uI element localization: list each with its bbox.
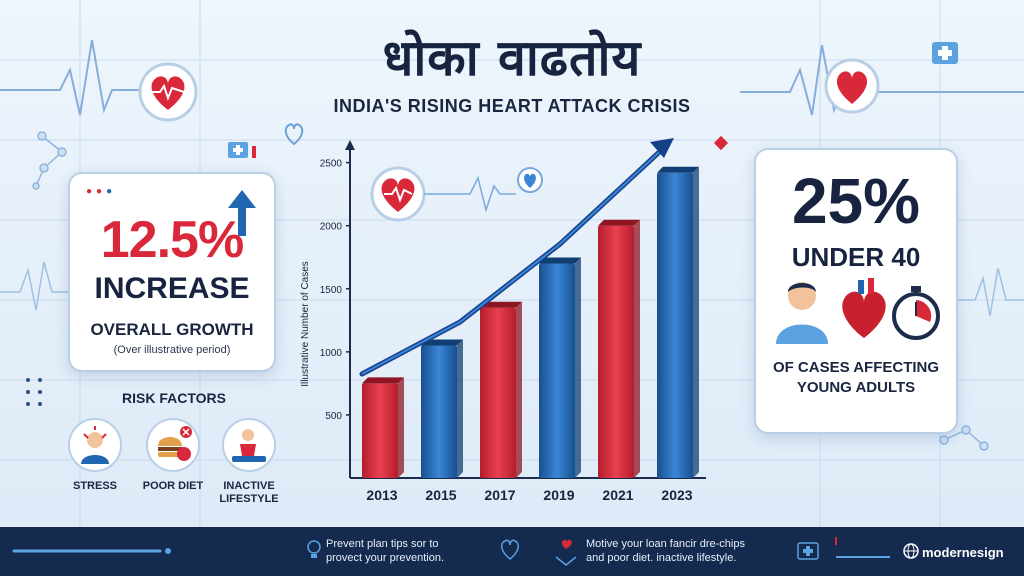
trend-arrow-head [650, 138, 674, 158]
bar-side [575, 257, 581, 478]
young-man-icon [776, 282, 828, 344]
bar [539, 263, 575, 478]
hands-heart-icon [555, 539, 577, 566]
headline-marathi: धोका वाढतोय [382, 29, 642, 87]
bar [480, 307, 516, 478]
x-tick-label: 2021 [602, 487, 633, 503]
growth-headline: INCREASE [94, 272, 250, 305]
footer-tip-1: Prevent plan tips sor to provect your pr… [326, 537, 444, 565]
young-adults-label-line2: YOUNG ADULTS [796, 379, 916, 396]
bar-top [421, 339, 463, 346]
burger-apple-icon [146, 418, 200, 472]
growth-stat-card: ●●● 12.5% INCREASE OVERALL GROWTH (Over … [68, 172, 276, 372]
y-axis-label: Illustrative Number of Cases [300, 261, 311, 387]
ecg-line-chart [424, 175, 516, 213]
x-tick-label: 2017 [484, 487, 515, 503]
bar-top [657, 166, 699, 173]
risk-label: POOR DIET [142, 480, 204, 492]
heart-pulse-icon [500, 539, 520, 560]
growth-label: OVERALL GROWTH [90, 320, 254, 339]
footer-tip-2-line1: Motive your loan fancir dre-chips [586, 538, 745, 550]
footer-tip-1-line1: Prevent plan tips sor to [326, 538, 439, 550]
bar-side [634, 219, 640, 478]
small-heart-icon [524, 173, 536, 188]
bar-top [539, 257, 581, 264]
young-adults-label-line1: OF CASES AFFECTING [772, 359, 940, 376]
y-tick-label: 1500 [320, 285, 343, 296]
young-adults-percent: 25% [791, 165, 921, 237]
bar-side [398, 377, 404, 478]
y-tick-label: 1000 [320, 348, 343, 359]
bar [657, 172, 693, 478]
young-adults-label: OF CASES AFFECTING YOUNG ADULTS [756, 358, 956, 398]
young-adults-icons [776, 278, 940, 344]
inactive-person-icon [222, 418, 276, 472]
risk-label: INACTIVE LIFESTYLE [219, 480, 279, 505]
x-tick-label: 2023 [661, 487, 692, 503]
risk-item-diet: POOR DIET [132, 418, 214, 493]
bar-chart: 500 1000 1500 2000 2500 Illustrative Number o… [300, 138, 706, 503]
brand-name: modernesign [922, 545, 1004, 560]
footer-bar: Prevent plan tips sor to provect your pr… [0, 527, 1024, 576]
y-tick-label: 2000 [320, 222, 343, 233]
young-adults-stat-card: 25% UNDER 40 OF CASES AFFECTING YOUNG AD… [754, 148, 958, 434]
x-tick-label: 2019 [543, 487, 574, 503]
bar [421, 345, 457, 478]
risk-label: STRESS [72, 480, 117, 492]
bar-side [457, 339, 463, 478]
bar [598, 225, 634, 478]
stopwatch-icon [892, 286, 940, 340]
up-arrow-icon [228, 190, 256, 236]
under-40-label: UNDER 40 [791, 242, 921, 272]
risk-item-inactive: INACTIVE LIFESTYLE [208, 418, 290, 506]
footer-decoration [12, 537, 919, 566]
bar [362, 383, 398, 478]
medical-kit-icon-footer [797, 542, 819, 560]
footer-tip-1-line2: provect your prevention. [326, 552, 445, 564]
bar-top [480, 301, 522, 308]
y-tick-label: 500 [325, 411, 342, 422]
growth-note: (Over illustrative period) [113, 344, 231, 356]
page-subtitle: INDIA'S RISING HEART ATTACK CRISIS [333, 96, 691, 116]
heart-pulse-line [384, 185, 413, 203]
x-tick-label: 2015 [425, 487, 456, 503]
risk-item-stress: STRESS [54, 418, 136, 493]
globe-icon [903, 543, 919, 559]
bar-top [598, 219, 640, 226]
footer-tip-2-line2: and poor diet. inactive lifestyle. [586, 552, 737, 564]
bar-side [693, 166, 699, 478]
bar-top [362, 377, 404, 384]
y-tick-label: 2500 [320, 159, 343, 170]
card-dots: ●●● [86, 186, 117, 197]
stress-person-icon [68, 418, 122, 472]
trend-arrow-highlight [361, 143, 669, 375]
y-axis-arrowhead [345, 140, 355, 150]
x-tick-label: 2013 [366, 487, 397, 503]
bar-side [516, 301, 522, 478]
risk-factors-title: RISK FACTORS [122, 390, 226, 406]
heart-organ-icon [842, 278, 886, 338]
growth-percent: 12.5% [100, 211, 244, 269]
footer-tip-2: Motive your loan fancir dre-chips and po… [586, 537, 745, 565]
lightbulb-icon [307, 540, 321, 558]
